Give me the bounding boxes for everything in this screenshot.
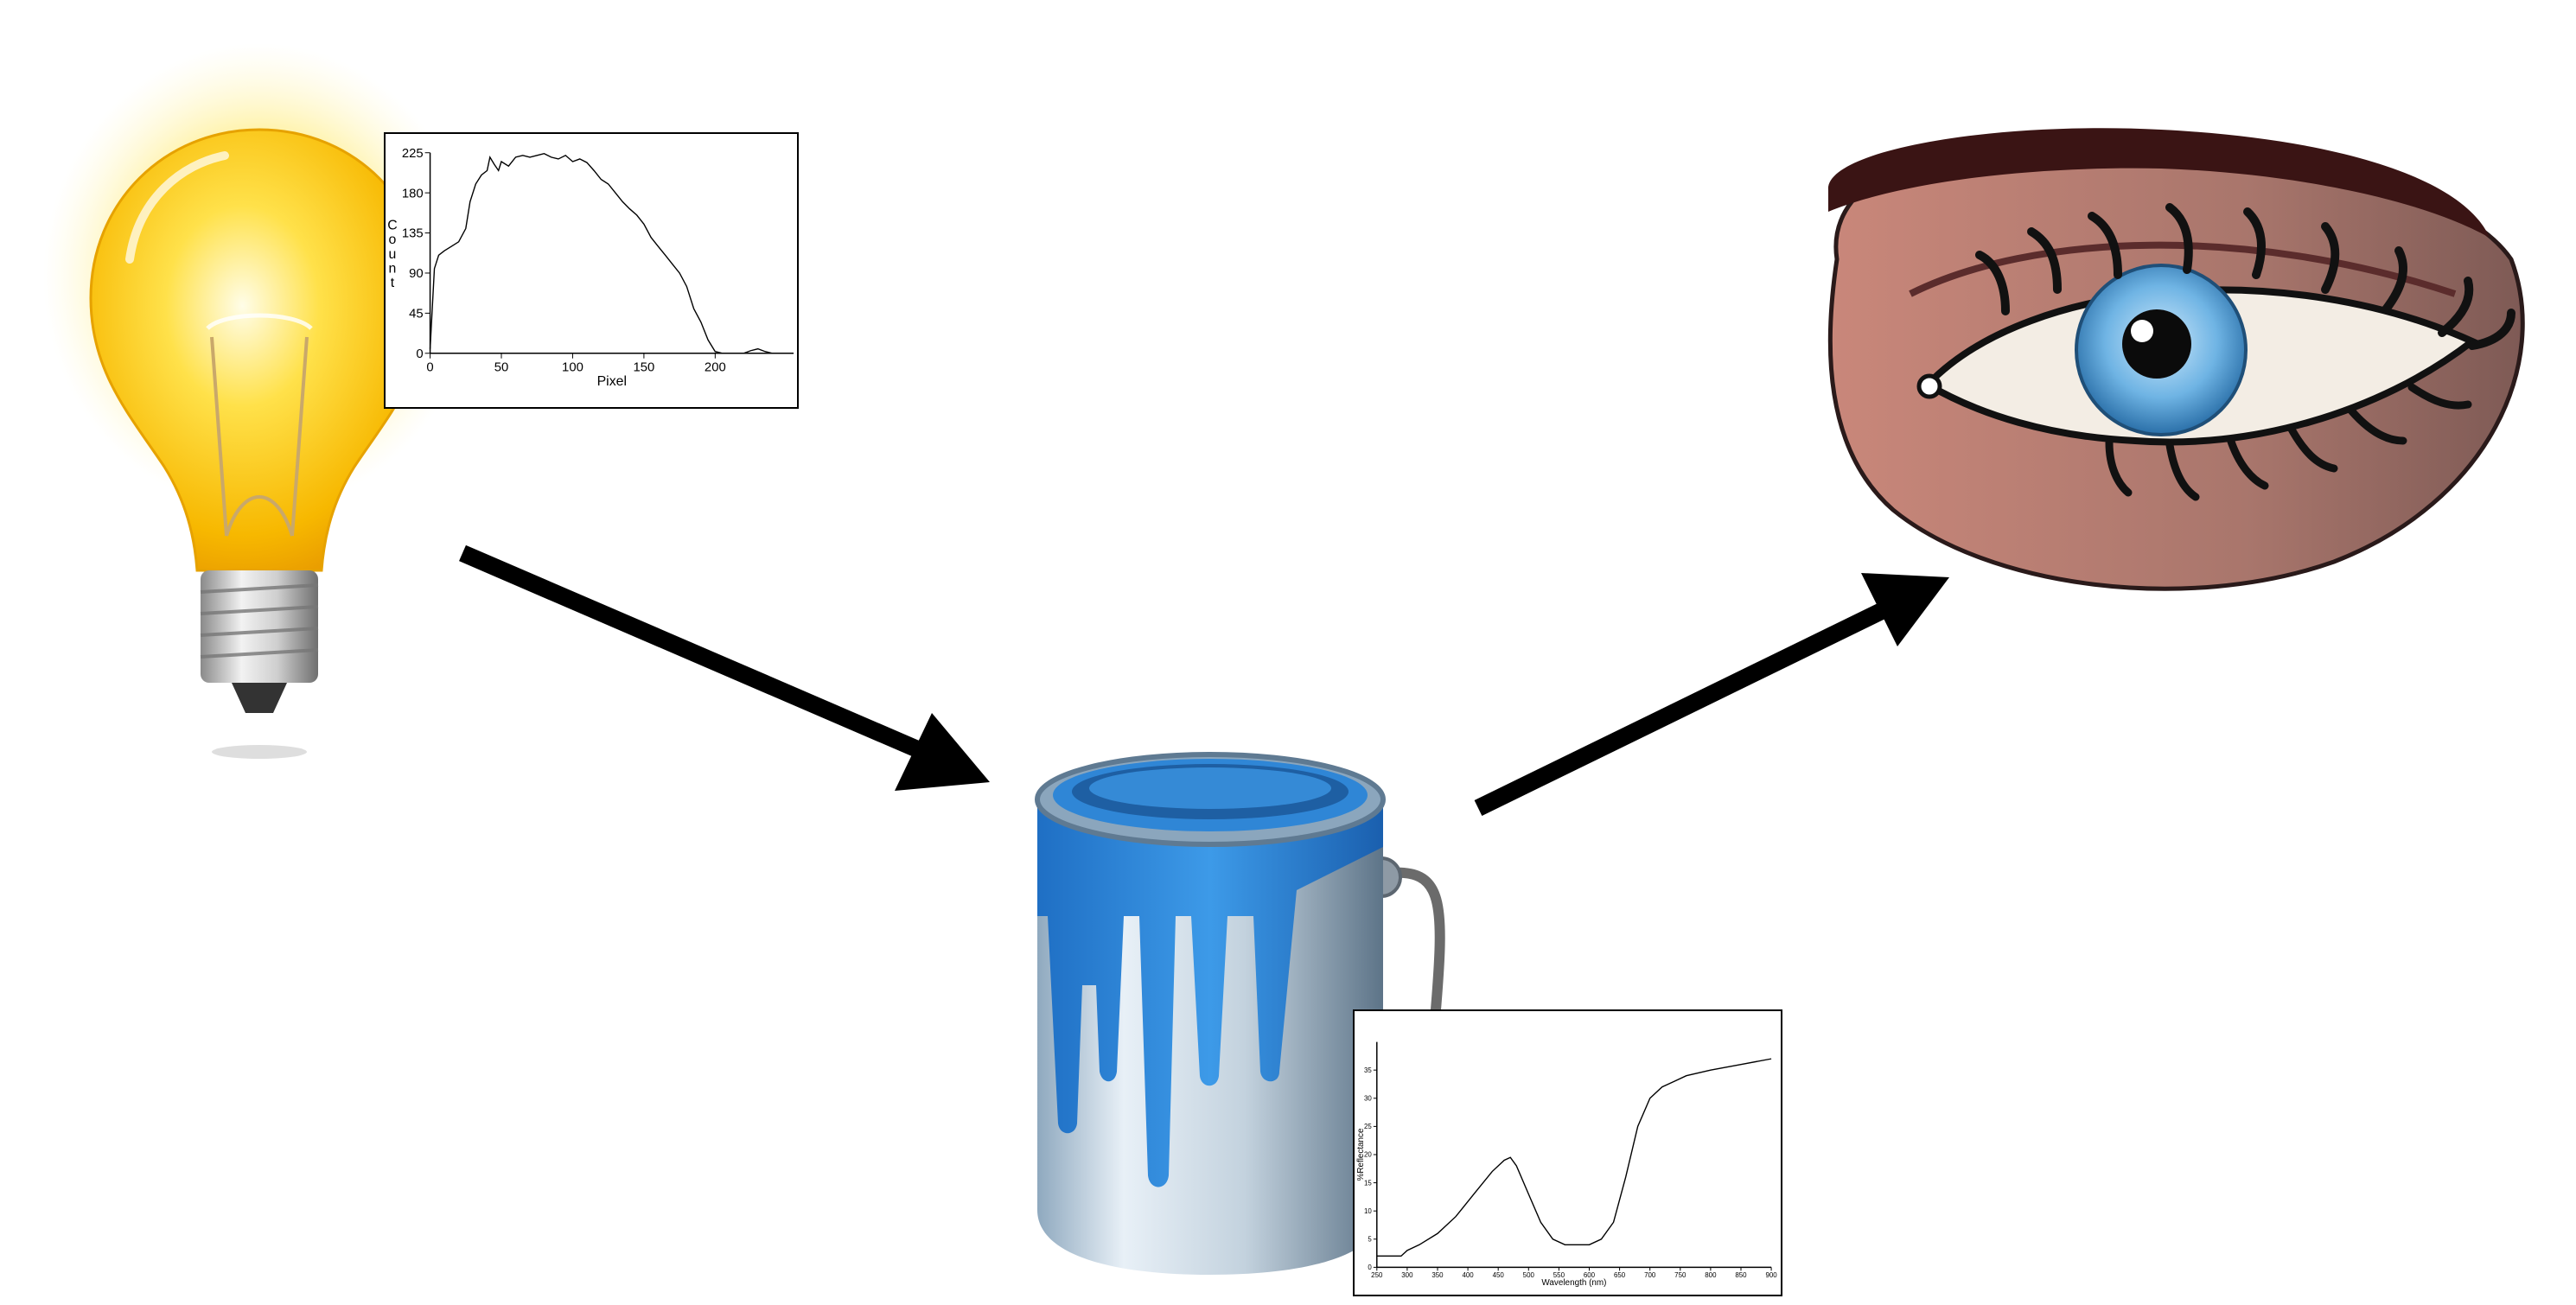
x-tick-label: 700 [1644, 1271, 1656, 1279]
x-tick-label: 50 [494, 361, 509, 375]
x-axis-label: Pixel [597, 374, 627, 389]
x-tick-label: 750 [1674, 1271, 1687, 1279]
y-tick-label: 25 [1364, 1123, 1372, 1130]
y-axis-label: %Reflectance [1356, 1128, 1366, 1181]
x-tick-label: 150 [633, 361, 654, 375]
y-tick-label: 135 [402, 227, 424, 241]
y-tick-label: 15 [1364, 1179, 1372, 1187]
reflectance-plot: 250 300 350 400 450 500 550 600 650 700 750 800 850 9… [1356, 1041, 1777, 1288]
arrow-bulb-to-paint [459, 544, 990, 791]
series-line [429, 152, 794, 354]
reflectance-chart: 250 300 350 400 450 500 550 600 650 700 750 800 850 9… [1353, 1009, 1782, 1296]
series-line [1376, 1058, 1772, 1257]
x-tick-label: 200 [705, 361, 726, 375]
x-tick-label: 350 [1431, 1271, 1444, 1279]
x-tick-label: 300 [1401, 1271, 1413, 1279]
x-tick-label: 250 [1371, 1271, 1383, 1279]
x-tick-label: 400 [1462, 1271, 1474, 1279]
light-bulb-icon [43, 43, 475, 759]
x-tick-label: 650 [1614, 1271, 1626, 1279]
y-tick-label: 30 [1364, 1095, 1372, 1103]
arrow-paint-to-eye [1474, 573, 1949, 816]
y-tick-label: 0 [416, 347, 423, 361]
x-tick-label: 850 [1735, 1271, 1747, 1279]
x-tick-label: 450 [1493, 1271, 1505, 1279]
y-tick-label: 10 [1364, 1207, 1372, 1215]
x-tick-label: 900 [1765, 1271, 1777, 1279]
paint-bucket-icon [1035, 752, 1445, 1275]
x-tick-label: 800 [1705, 1271, 1717, 1279]
x-tick-label: 500 [1523, 1271, 1535, 1279]
x-tick-label: 550 [1553, 1271, 1565, 1279]
x-axis-label: Wavelength (nm) [1541, 1278, 1606, 1288]
y-tick-label: 20 [1364, 1151, 1372, 1159]
y-tick-label: 90 [409, 267, 424, 281]
pixel-count-plot: 0 50 100 150 200 0 45 90 135 180 225 Pixel C o u n t [387, 147, 794, 389]
y-tick-label: 35 [1364, 1066, 1372, 1074]
y-tick-label: 225 [402, 147, 424, 161]
y-tick-label: 5 [1368, 1236, 1372, 1244]
x-tick-label: 600 [1584, 1271, 1596, 1279]
y-tick-label: 180 [402, 187, 424, 201]
eye-icon [1827, 128, 2525, 591]
x-tick-label: 100 [562, 361, 583, 375]
y-tick-label: 45 [409, 308, 424, 321]
x-tick-label: 0 [426, 361, 433, 375]
y-tick-label: 0 [1368, 1264, 1372, 1271]
